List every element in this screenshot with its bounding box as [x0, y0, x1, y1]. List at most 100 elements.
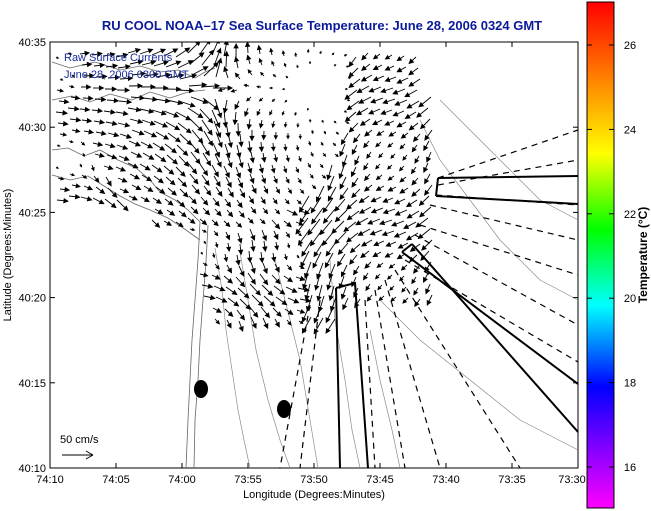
current-vector	[226, 209, 234, 218]
current-vector	[375, 174, 383, 181]
current-vector	[214, 208, 222, 217]
current-vector	[256, 85, 262, 89]
current-vector	[263, 185, 269, 195]
current-vector	[119, 188, 130, 194]
current-vector	[234, 100, 240, 110]
current-vector	[269, 47, 274, 56]
current-vector	[128, 140, 141, 147]
current-vector	[67, 52, 73, 55]
current-vector	[211, 219, 219, 227]
x-axis-label: Longitude (Degrees:Minutes)	[243, 489, 385, 501]
current-vector	[189, 118, 204, 132]
current-vector	[227, 187, 234, 198]
current-vector	[93, 175, 100, 183]
current-vector	[188, 140, 200, 154]
current-vector	[59, 78, 64, 81]
current-vector	[256, 108, 261, 117]
current-vector	[68, 139, 74, 144]
current-vector	[375, 163, 381, 170]
current-vector	[378, 295, 385, 302]
current-vector	[283, 143, 288, 152]
current-vector	[116, 199, 129, 212]
current-vector	[315, 185, 325, 203]
current-vector	[55, 110, 68, 116]
current-vector	[237, 243, 244, 256]
current-vector	[353, 265, 360, 276]
current-vector	[104, 86, 118, 92]
current-vector	[258, 97, 264, 102]
current-vector	[236, 144, 242, 159]
current-vector	[364, 173, 371, 182]
current-vector	[345, 65, 350, 68]
current-vector	[405, 199, 418, 208]
current-vector	[94, 152, 105, 158]
current-vector	[334, 209, 348, 223]
current-vector	[344, 87, 349, 91]
current-vector	[384, 76, 397, 83]
current-vector	[307, 162, 311, 169]
current-vector	[356, 107, 369, 116]
current-vector	[328, 263, 336, 279]
current-vector	[151, 164, 163, 173]
current-vector	[384, 65, 395, 71]
current-vector	[408, 78, 421, 87]
current-vector	[151, 219, 161, 228]
current-vector	[327, 186, 337, 202]
current-vector	[213, 285, 226, 292]
current-vector	[236, 199, 243, 209]
current-vector	[284, 198, 290, 205]
current-vector	[354, 155, 360, 166]
current-vector	[260, 306, 271, 319]
current-vector	[316, 284, 323, 302]
current-vector	[302, 272, 309, 290]
current-vector	[307, 218, 321, 236]
current-vector	[377, 284, 383, 291]
current-vector	[387, 142, 394, 148]
current-vector	[283, 220, 292, 228]
current-vector	[333, 120, 337, 124]
current-vector	[363, 184, 373, 192]
current-vector	[212, 307, 222, 313]
current-vector	[333, 64, 337, 67]
current-vector	[379, 219, 393, 226]
current-vector	[203, 294, 216, 301]
y-tick-label: 40:25	[18, 207, 46, 219]
current-vector	[81, 61, 93, 68]
current-vector	[286, 264, 293, 271]
current-vector	[155, 131, 170, 140]
current-vector	[345, 121, 350, 124]
current-vector	[382, 197, 394, 203]
current-vector	[163, 48, 179, 57]
current-vector	[374, 273, 381, 280]
current-vector	[363, 162, 369, 171]
current-vector	[373, 240, 385, 247]
current-vector	[388, 263, 396, 269]
current-vector	[332, 142, 337, 147]
current-vector	[338, 275, 345, 290]
current-vector	[354, 298, 361, 309]
current-vector	[271, 120, 276, 129]
current-vector	[143, 130, 158, 138]
current-vector	[343, 54, 348, 57]
current-vector	[258, 163, 264, 174]
current-vector	[411, 177, 419, 186]
current-vector	[163, 220, 173, 226]
current-vector	[287, 297, 300, 304]
current-vector	[251, 294, 264, 307]
current-vector	[262, 240, 268, 253]
current-vector	[201, 49, 215, 66]
current-vector	[164, 198, 174, 206]
current-vector	[127, 162, 139, 169]
current-vector	[165, 121, 181, 131]
current-vector	[366, 294, 373, 302]
current-vector	[141, 174, 153, 182]
current-vector	[200, 196, 209, 206]
current-vector	[295, 275, 306, 282]
x-tick-label: 74:10	[36, 474, 64, 486]
current-vector	[177, 122, 192, 134]
current-vector	[341, 154, 348, 168]
current-vector	[362, 272, 369, 281]
current-vector	[297, 177, 302, 184]
current-vector	[423, 272, 429, 283]
current-vector	[309, 173, 314, 179]
